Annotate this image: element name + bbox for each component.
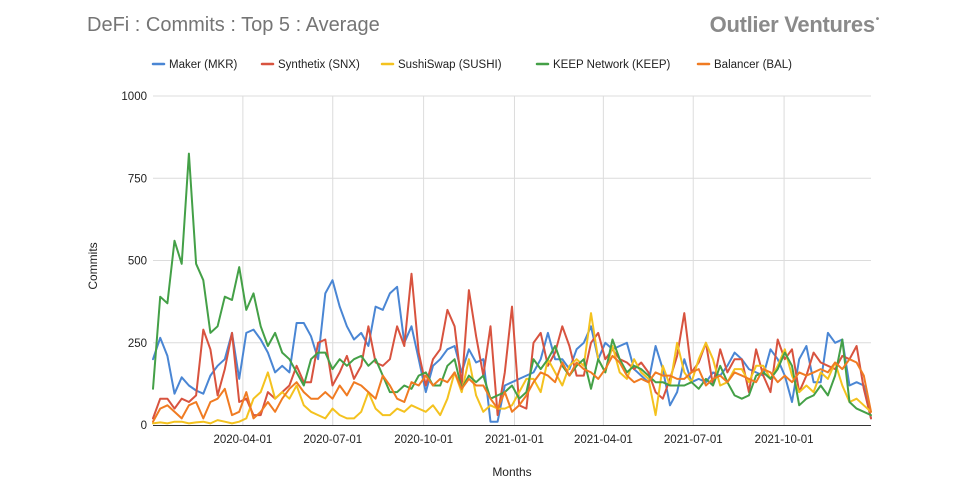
- legend: Maker (MKR) Synthetix (SNX) SushiSwap (SUS…: [151, 59, 792, 71]
- series-line-3: [152, 152, 872, 417]
- series-line-1: [152, 272, 872, 420]
- y-tick-label: 500: [128, 256, 147, 268]
- y-axis-title: Commits: [86, 242, 100, 289]
- series-line-4: [152, 354, 872, 423]
- series-line-0: [152, 279, 872, 423]
- x-tick-label: 2020-04-01: [213, 434, 272, 446]
- legend-label: Synthetix (SNX): [278, 59, 360, 71]
- x-tick-label: 2021-04-01: [574, 434, 633, 446]
- brand-name: Outlier Ventures: [709, 12, 875, 37]
- legend-label: Maker (MKR): [169, 59, 238, 71]
- x-axis-ticks: 2020-04-01 2020-07-01 2020-10-01 2021-01-01…: [213, 434, 813, 446]
- x-tick-label: 2021-07-01: [664, 434, 723, 446]
- series-lines: [152, 152, 872, 425]
- legend-label: KEEP Network (KEEP): [553, 59, 671, 71]
- x-tick-label: 2021-10-01: [755, 434, 814, 446]
- x-tick-label: 2020-10-01: [394, 434, 453, 446]
- y-axis-ticks: 0 250 500 750 1000: [121, 91, 147, 432]
- series-line-2: [152, 312, 872, 425]
- y-tick-label: 250: [128, 338, 147, 350]
- chart-title: DeFi : Commits : Top 5 : Average: [87, 14, 380, 36]
- brand-mark: •: [875, 14, 880, 25]
- x-tick-label: 2020-07-01: [303, 434, 362, 446]
- y-tick-label: 0: [141, 420, 147, 432]
- legend-label: SushiSwap (SUSHI): [398, 59, 502, 71]
- brand-logo: Outlier Ventures•: [709, 12, 880, 38]
- x-axis-title: Months: [492, 465, 531, 479]
- y-tick-label: 1000: [121, 91, 147, 103]
- legend-label: Balancer (BAL): [714, 59, 792, 71]
- y-tick-label: 750: [128, 173, 147, 185]
- x-tick-label: 2021-01-01: [485, 434, 544, 446]
